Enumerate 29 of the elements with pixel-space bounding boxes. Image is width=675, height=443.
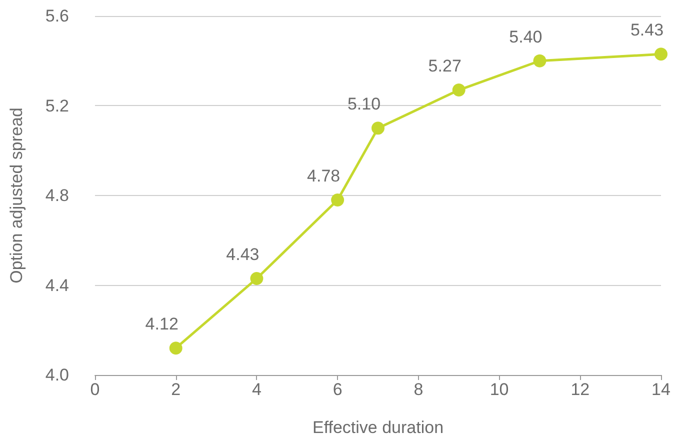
y-tick-label: 4.4 bbox=[45, 276, 69, 295]
data-label: 4.12 bbox=[145, 314, 178, 334]
point bbox=[250, 272, 264, 286]
x-tick-label: 8 bbox=[414, 380, 424, 399]
point bbox=[533, 54, 546, 68]
x-axis-title: Effective duration bbox=[312, 418, 444, 437]
point bbox=[654, 48, 668, 61]
y-tick-label: 5.2 bbox=[45, 96, 69, 116]
data-label: 5.43 bbox=[630, 20, 664, 40]
data-label: 5.10 bbox=[347, 94, 381, 114]
point bbox=[331, 193, 344, 206]
point bbox=[372, 122, 384, 135]
x-tick-label: 14 bbox=[652, 380, 670, 399]
data-label: 5.40 bbox=[509, 27, 542, 46]
data-label: 5.27 bbox=[428, 56, 462, 76]
y-tick-label: 5.6 bbox=[45, 6, 69, 26]
data-label: 4.78 bbox=[307, 166, 340, 186]
y-tick-label: 4.0 bbox=[45, 366, 69, 384]
y-axis-title: Option adjusted spread bbox=[7, 108, 26, 284]
x-tick-label: 12 bbox=[570, 380, 590, 399]
point bbox=[169, 342, 182, 355]
x-tick-label: 2 bbox=[171, 380, 181, 399]
x-tick-label: 6 bbox=[332, 380, 342, 399]
x-tick-label: 4 bbox=[252, 380, 262, 399]
x-tick-label: 0 bbox=[90, 380, 100, 399]
point bbox=[452, 84, 466, 97]
x-tick-label: 10 bbox=[490, 380, 509, 399]
data-label: 4.43 bbox=[226, 245, 260, 264]
y-tick-label: 4.8 bbox=[45, 186, 69, 205]
